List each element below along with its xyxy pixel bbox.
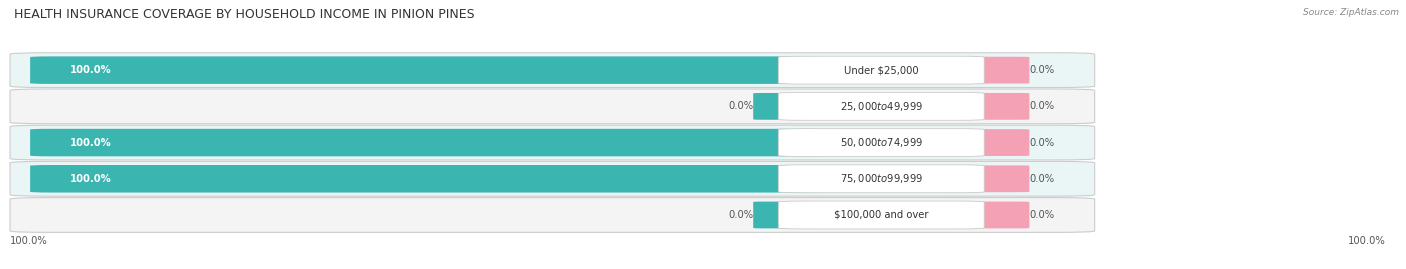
Text: 0.0%: 0.0% bbox=[1029, 137, 1054, 148]
Text: 0.0%: 0.0% bbox=[728, 101, 754, 111]
FancyBboxPatch shape bbox=[949, 93, 1029, 120]
Text: $25,000 to $49,999: $25,000 to $49,999 bbox=[839, 100, 922, 113]
Text: 100.0%: 100.0% bbox=[70, 65, 112, 75]
FancyBboxPatch shape bbox=[779, 201, 984, 229]
FancyBboxPatch shape bbox=[779, 165, 984, 193]
Text: 0.0%: 0.0% bbox=[1029, 210, 1054, 220]
FancyBboxPatch shape bbox=[949, 165, 1029, 192]
FancyBboxPatch shape bbox=[949, 201, 1029, 228]
FancyBboxPatch shape bbox=[779, 93, 984, 120]
Text: HEALTH INSURANCE COVERAGE BY HOUSEHOLD INCOME IN PINION PINES: HEALTH INSURANCE COVERAGE BY HOUSEHOLD I… bbox=[14, 8, 475, 21]
FancyBboxPatch shape bbox=[779, 56, 984, 84]
FancyBboxPatch shape bbox=[10, 53, 1095, 87]
Text: 100.0%: 100.0% bbox=[1348, 236, 1386, 246]
FancyBboxPatch shape bbox=[754, 201, 814, 228]
FancyBboxPatch shape bbox=[30, 165, 824, 193]
Text: 100.0%: 100.0% bbox=[70, 137, 112, 148]
FancyBboxPatch shape bbox=[10, 161, 1095, 196]
Text: $100,000 and over: $100,000 and over bbox=[834, 210, 928, 220]
Text: $75,000 to $99,999: $75,000 to $99,999 bbox=[839, 172, 922, 185]
FancyBboxPatch shape bbox=[754, 93, 814, 120]
FancyBboxPatch shape bbox=[10, 89, 1095, 124]
Text: 0.0%: 0.0% bbox=[1029, 174, 1054, 184]
FancyBboxPatch shape bbox=[779, 129, 984, 157]
FancyBboxPatch shape bbox=[30, 129, 824, 156]
Text: 0.0%: 0.0% bbox=[1029, 65, 1054, 75]
FancyBboxPatch shape bbox=[30, 56, 824, 84]
Text: 100.0%: 100.0% bbox=[70, 174, 112, 184]
FancyBboxPatch shape bbox=[949, 129, 1029, 156]
FancyBboxPatch shape bbox=[10, 198, 1095, 232]
Text: 100.0%: 100.0% bbox=[10, 236, 48, 246]
Text: 0.0%: 0.0% bbox=[728, 210, 754, 220]
Text: Under $25,000: Under $25,000 bbox=[844, 65, 918, 75]
Text: 0.0%: 0.0% bbox=[1029, 101, 1054, 111]
Text: $50,000 to $74,999: $50,000 to $74,999 bbox=[839, 136, 922, 149]
FancyBboxPatch shape bbox=[949, 57, 1029, 84]
FancyBboxPatch shape bbox=[10, 125, 1095, 160]
Text: Source: ZipAtlas.com: Source: ZipAtlas.com bbox=[1303, 8, 1399, 17]
